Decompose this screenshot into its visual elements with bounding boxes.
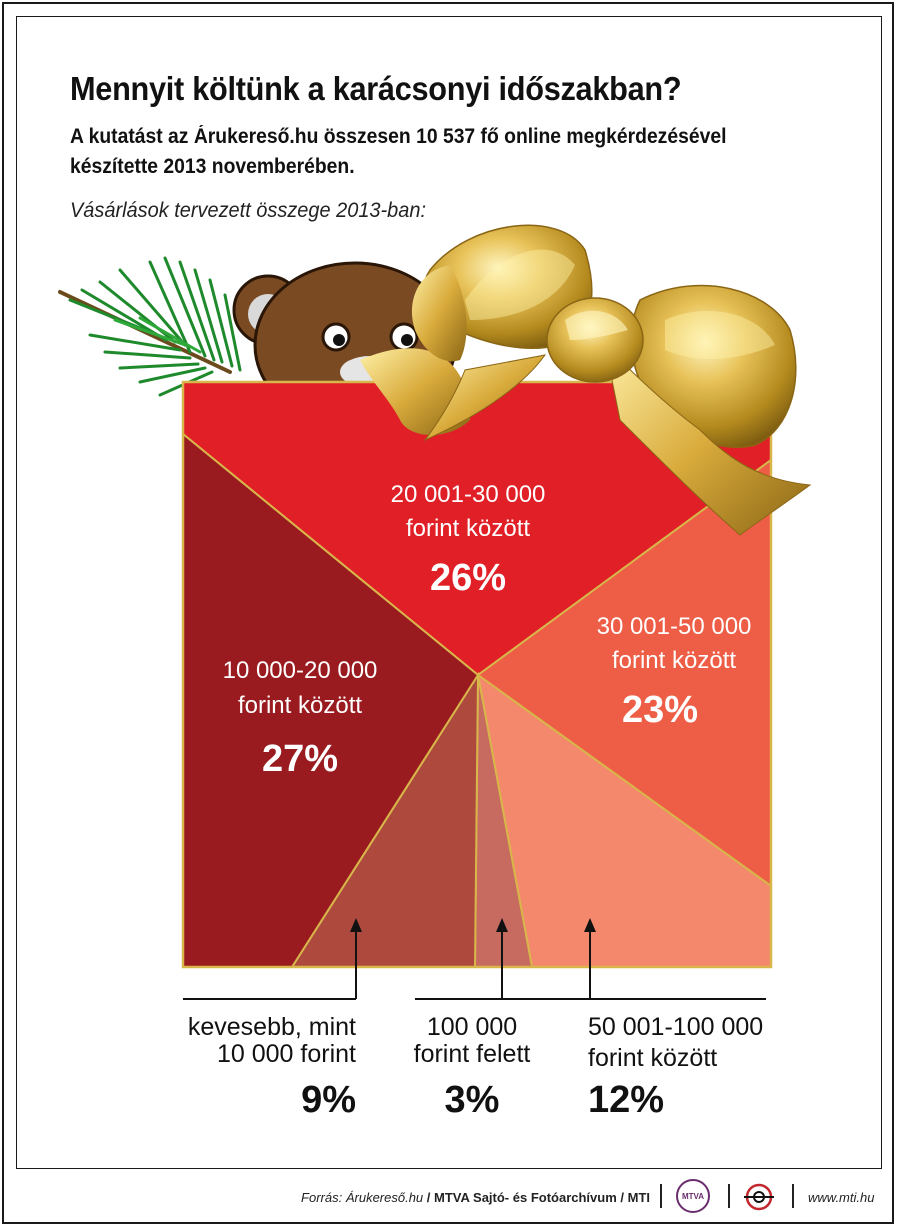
source-label: Forrás: (301, 1190, 343, 1205)
source-line: Forrás: Árukereső.hu / MTVA Sajtó- és Fo… (301, 1190, 650, 1205)
mti-logo-icon (744, 1183, 774, 1211)
page-title: Mennyit költünk a karácsonyi időszakban? (70, 70, 682, 107)
slice-label: forint között (612, 647, 736, 674)
footer-separator (792, 1184, 794, 1208)
slice-label: 10 000 forint (217, 1040, 356, 1068)
gift-bow-icon (360, 224, 812, 536)
slice-value-label: 27% (262, 738, 338, 780)
pointer-arrow-icon (496, 918, 508, 932)
slice-label: 100 000 (427, 1013, 517, 1041)
slice-label: forint között (238, 692, 362, 719)
slice-label: kevesebb, mint (188, 1013, 356, 1041)
slice-value-label: 12% (588, 1079, 664, 1121)
source-name: Árukereső.hu (345, 1190, 424, 1205)
slice-value-label: 9% (301, 1079, 356, 1121)
source-archive: MTVA Sajtó- és Fotóarchívum / MTI (434, 1190, 650, 1205)
site-url: www.mti.hu (808, 1190, 875, 1205)
footer-separator (660, 1184, 662, 1208)
footer-separator (728, 1184, 730, 1208)
slice-label: 30 001-50 000 (597, 613, 752, 640)
inner-frame (16, 16, 882, 1169)
slice-label: forint között (406, 515, 530, 542)
slice-value-label: 23% (622, 689, 698, 731)
footer: Forrás: Árukereső.hu / MTVA Sajtó- és Fo… (0, 1170, 900, 1226)
slice-label: forint felett (414, 1040, 531, 1068)
pointer-arrow-icon (584, 918, 596, 932)
gift-box (181, 380, 773, 969)
slice-label: 10 000-20 000 (223, 657, 378, 684)
pointer-arrow-icon (350, 918, 362, 932)
page-subtitle: A kutatást az Árukereső.hu összesen 10 5… (70, 125, 727, 178)
pine-branch-icon (58, 256, 242, 397)
chart-caption: Vásárlások tervezett összege 2013-ban: (70, 199, 426, 222)
slice-label: forint között (588, 1044, 717, 1072)
slice-label: 20 001-30 000 (391, 481, 546, 508)
slice-value-label: 3% (445, 1079, 500, 1121)
slice-label: 50 001-100 000 (588, 1013, 763, 1041)
mtva-logo-icon: MTVA (676, 1179, 710, 1213)
slice-value-label: 26% (430, 557, 506, 599)
infographic-chart: 20 001-30 000 forint között 26% 30 001-50 0… (58, 224, 812, 1121)
